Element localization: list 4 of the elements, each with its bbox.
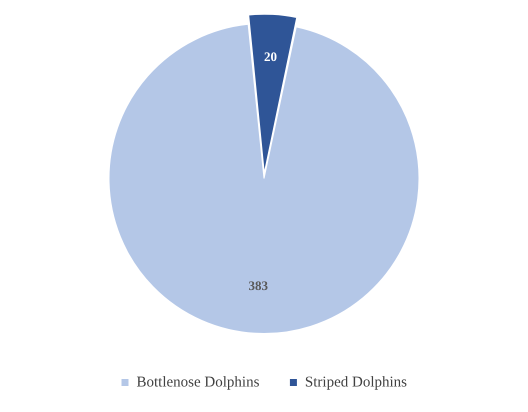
data-label: 20 [264, 49, 277, 64]
legend-label: Striped Dolphins [304, 374, 408, 390]
data-label: 383 [248, 278, 268, 294]
legend-label: Bottlenose Dolphins [136, 374, 260, 390]
